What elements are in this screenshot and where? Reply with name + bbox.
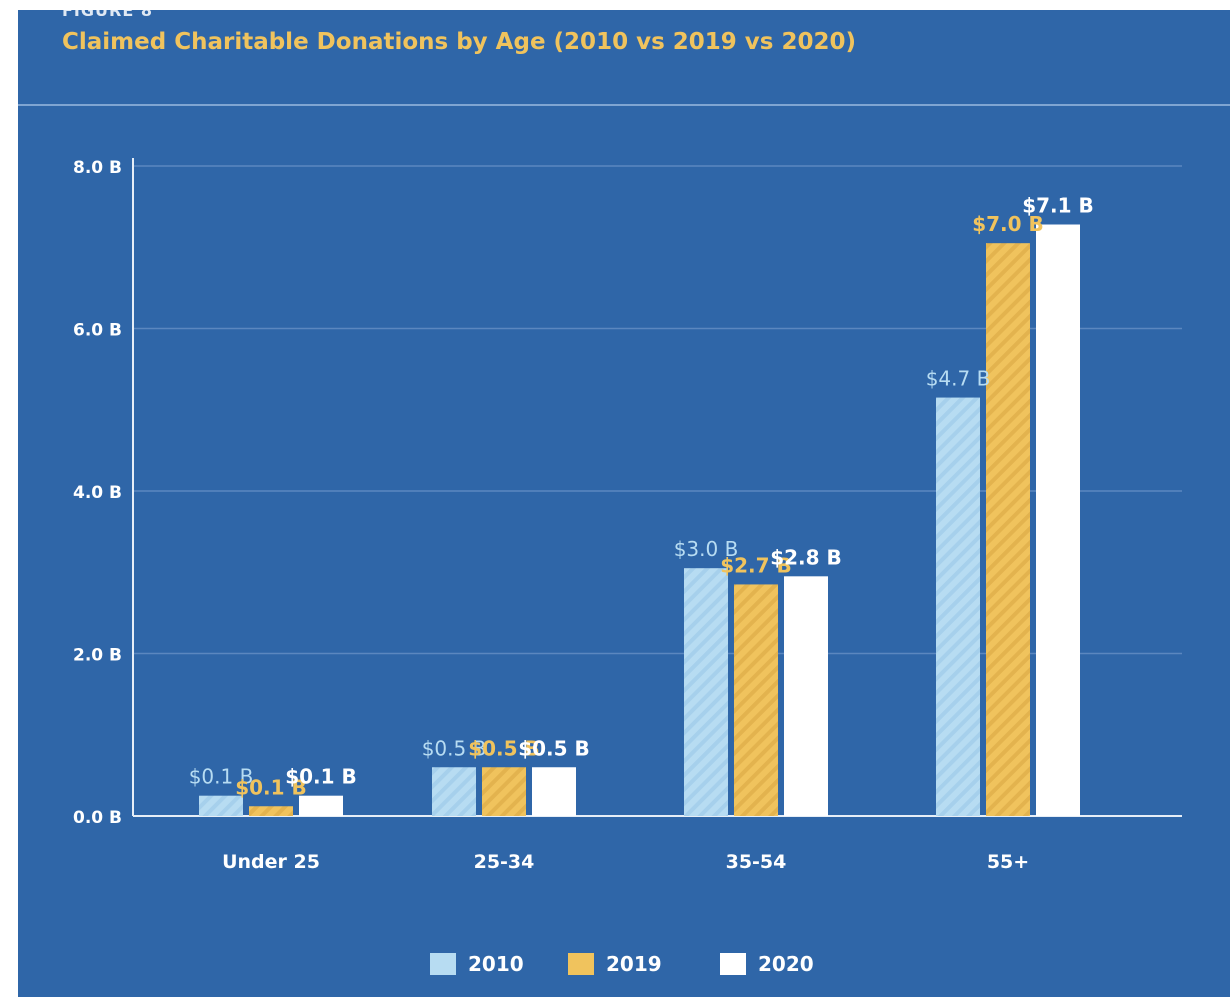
bar-2020-3 — [1036, 224, 1080, 816]
y-tick-label: 2.0 B — [73, 646, 122, 666]
bar-2010-0 — [199, 795, 243, 816]
bar-2010-3 — [936, 397, 980, 816]
data-label-2020-3: $7.1 B — [1022, 194, 1094, 218]
data-label-2019-2: $2.7 B — [720, 553, 792, 577]
y-tick-label: 4.0 B — [73, 483, 122, 503]
x-tick-label: 35-54 — [726, 851, 787, 873]
data-label-2020-1: $0.5 B — [518, 736, 590, 760]
data-label-2020-2: $2.8 B — [770, 545, 842, 569]
bars — [199, 224, 1080, 816]
chart-title: Claimed Charitable Donations by Age (201… — [62, 29, 857, 55]
bar-2019-3 — [986, 243, 1030, 816]
data-label-2010-2: $3.0 B — [674, 537, 739, 561]
data-label-2010-3: $4.7 B — [926, 367, 991, 391]
y-tick-label: 0.0 B — [73, 808, 122, 828]
x-tick-label: 55+ — [987, 851, 1029, 873]
title-divider — [18, 104, 1230, 106]
bar-2020-1 — [532, 767, 576, 816]
x-tick-label: 25-34 — [474, 851, 535, 873]
data-label-2019-0: $0.1 B — [235, 775, 307, 799]
y-tick-label: 6.0 B — [73, 321, 122, 341]
data-labels: $0.1 B $0.5 B $3.0 B $4.7 B $0.1 B $0.5 B $2.7… — [189, 194, 1094, 800]
bar-2020-0 — [299, 795, 343, 816]
bar-2019-1 — [482, 767, 526, 816]
data-label-2010-0: $0.1 B — [189, 765, 254, 789]
bar-2020-2 — [784, 576, 828, 816]
data-label-2019-1: $0.5 B — [468, 736, 540, 760]
bar-2010-2 — [684, 568, 728, 816]
data-label-2019-3: $7.0 B — [972, 212, 1044, 236]
y-tick-label: 8.0 B — [73, 158, 122, 178]
bar-2010-1 — [432, 767, 476, 816]
data-label-2010-1: $0.5 B — [422, 736, 487, 760]
x-tick-label: Under 25 — [222, 851, 320, 873]
bar-2019-2 — [734, 584, 778, 816]
bar-2019-0 — [249, 806, 293, 816]
figure-label: FIGURE 8 — [62, 10, 153, 20]
data-label-2020-0: $0.1 B — [285, 765, 357, 789]
